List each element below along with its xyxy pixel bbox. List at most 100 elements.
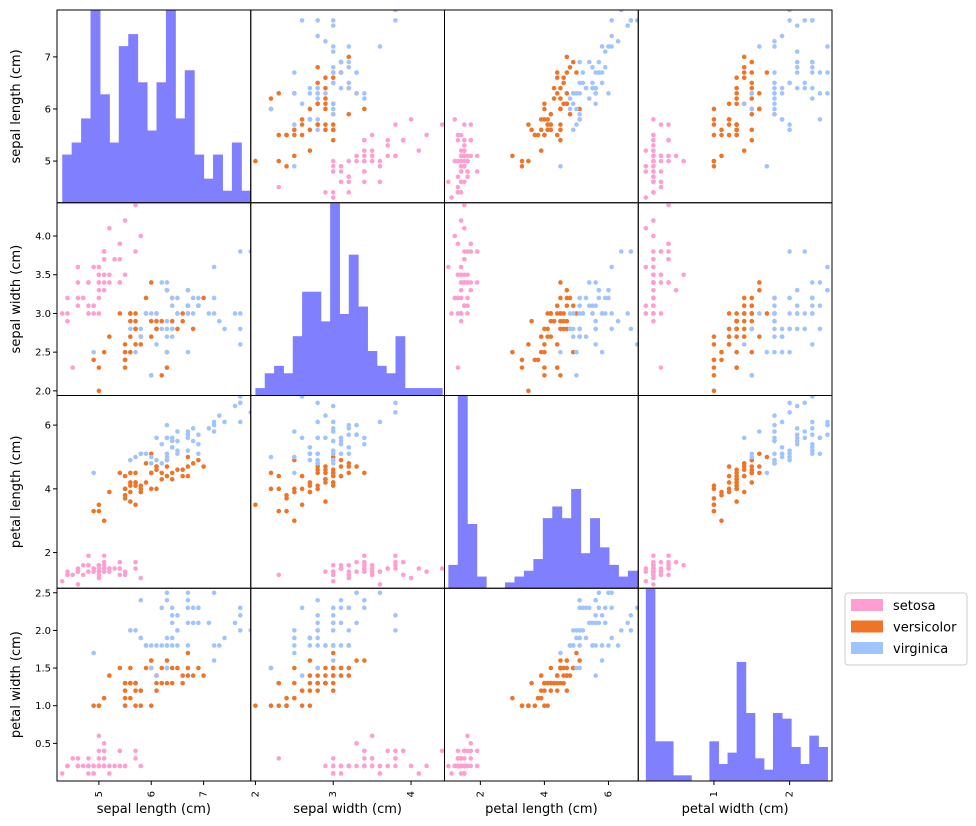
scatter-point-virginica [577,117,582,122]
scatter-point-virginica [299,673,305,678]
scatter-point-virginica [330,628,336,633]
histogram-bar [745,712,756,781]
scatter-point-setosa [86,763,91,769]
scatter-point-versicolor [164,473,170,479]
scatter-point-versicolor [276,158,282,164]
scatter-point-virginica [787,451,792,457]
x-tick-label: 7 [199,791,210,797]
scatter-point-virginica [628,326,634,332]
scatter-point-virginica [618,249,624,254]
scatter-point-virginica [346,605,352,611]
scatter-point-virginica [185,590,191,596]
y-tick-label: 1.0 [35,701,51,712]
scatter-point-virginica [618,10,624,13]
x-tick-label: 1 [709,791,720,797]
scatter-point-versicolor [719,489,724,495]
histogram-bar [194,154,205,203]
scatter-point-versicolor [734,334,739,339]
scatter-point-virginica [810,432,815,437]
scatter-point-versicolor [711,357,717,363]
scatter-point-virginica [338,451,344,457]
scatter-point-setosa [474,169,480,174]
scatter-point-setosa [658,272,664,278]
scatter-point-virginica [810,303,815,309]
scatter-point-setosa [416,771,422,776]
panel-petal-length-vs-petal-width [637,395,833,589]
x-tick-label: 4 [406,791,417,797]
scatter-point-versicolor [554,303,560,309]
scatter-point-virginica [609,18,614,23]
scatter-point-setosa [369,756,375,761]
scatter-point-virginica [810,65,815,70]
scatter-point-versicolor [711,342,717,347]
scatter-point-virginica [159,441,165,447]
scatter-point-setosa [408,575,414,581]
scatter-point-versicolor [268,96,274,101]
scatter-point-virginica [330,106,336,112]
scatter-point-setosa [107,763,112,769]
scatter-point-virginica [577,91,582,96]
scatter-point-versicolor [196,665,201,671]
scatter-point-versicolor [545,703,550,709]
scatter-point-virginica [338,85,344,91]
scatter-point-versicolor [107,334,112,339]
scatter-point-versicolor [276,680,282,686]
scatter-point-virginica [825,419,830,425]
scatter-point-versicolor [330,480,336,485]
scatter-point-virginica [346,643,352,648]
scatter-point-virginica [625,620,630,626]
panel-marks [59,395,251,587]
scatter-point-versicolor [299,703,305,709]
scatter-point-setosa [362,569,367,574]
scatter-point-versicolor [164,464,170,469]
scatter-point-virginica [237,249,243,254]
scatter-point-virginica [159,643,165,648]
scatter-point-versicolor [561,326,566,332]
scatter-point-setosa [276,572,282,578]
scatter-point-setosa [468,756,474,761]
scatter-point-setosa [362,153,367,159]
histogram-bar [663,741,674,781]
panel-marks [643,10,830,200]
scatter-point-versicolor [558,96,563,101]
scatter-point-versicolor [122,486,128,492]
scatter-point-versicolor [330,454,336,460]
scatter-point-setosa [362,563,367,568]
scatter-point-setosa [465,295,470,301]
scatter-point-versicolor [734,91,739,96]
scatter-point-setosa [666,137,671,143]
scatter-point-virginica [817,326,823,332]
scatter-point-virginica [217,413,222,418]
scatter-point-versicolor [180,673,185,678]
scatter-point-versicolor [749,127,755,133]
scatter-point-versicolor [338,473,344,479]
y-tick-label: 2 [45,548,51,559]
scatter-point-setosa [80,763,86,769]
scatter-point-setosa [643,163,649,169]
panel-marks [448,395,638,589]
scatter-point-virginica [128,457,133,463]
scatter-point-virginica [338,441,344,447]
scatter-point-virginica [185,605,191,611]
histogram-bar [533,559,544,589]
histogram-bar [552,506,563,589]
scatter-point-setosa [458,771,464,776]
scatter-point-setosa [122,763,128,769]
scatter-point-virginica [787,326,792,332]
scatter-point-virginica [315,461,320,466]
scatter-point-virginica [772,435,777,441]
scatter-point-versicolor [315,122,320,127]
scatter-point-versicolor [299,117,305,122]
scatter-point-versicolor [558,680,563,686]
scatter-point-setosa [452,117,458,122]
scatter-point-setosa [133,559,138,565]
scatter-point-versicolor [133,483,138,488]
scatter-point-setosa [408,117,414,122]
scatter-point-setosa [96,563,102,568]
histogram-bar [367,351,378,396]
scatter-point-setosa [75,566,81,571]
scatter-point-setosa [385,763,390,769]
y-tick-label: 6 [45,104,51,115]
scatter-point-versicolor [315,65,320,70]
scatter-point-virginica [749,91,755,96]
